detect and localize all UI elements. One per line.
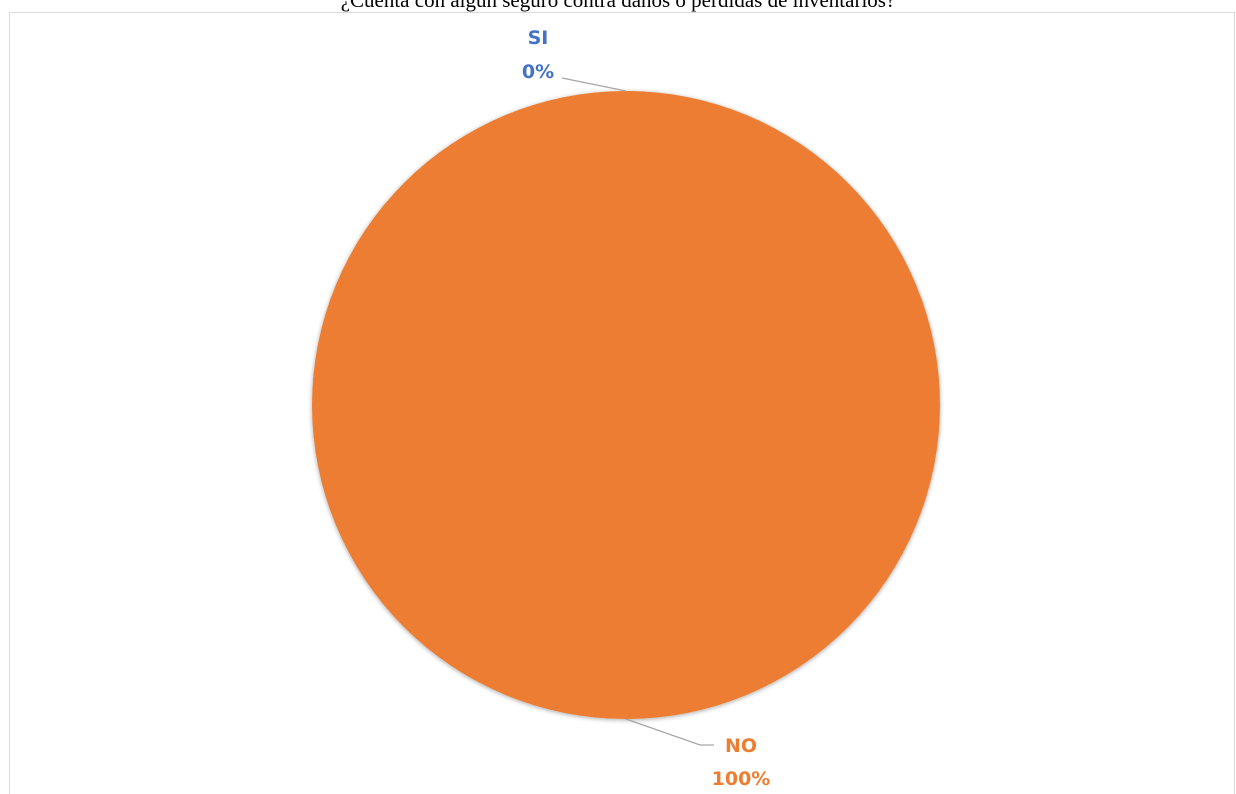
leader-lines bbox=[561, 77, 714, 746]
slice-no bbox=[312, 91, 940, 719]
chart-frame bbox=[9, 12, 1235, 794]
leader-line-no bbox=[625, 718, 714, 746]
pie-slices bbox=[312, 91, 940, 719]
chart-title: ¿Cuenta con algún seguro contra daños o … bbox=[340, 0, 896, 12]
leader-line-si bbox=[561, 77, 627, 92]
data-label-name-no: NO bbox=[725, 735, 757, 757]
data-labels: SI 0% NO 100% bbox=[522, 27, 770, 790]
data-label-value-no: 100% bbox=[712, 768, 771, 790]
data-label-value-si: 0% bbox=[522, 61, 554, 83]
data-label-name-si: SI bbox=[528, 27, 549, 49]
